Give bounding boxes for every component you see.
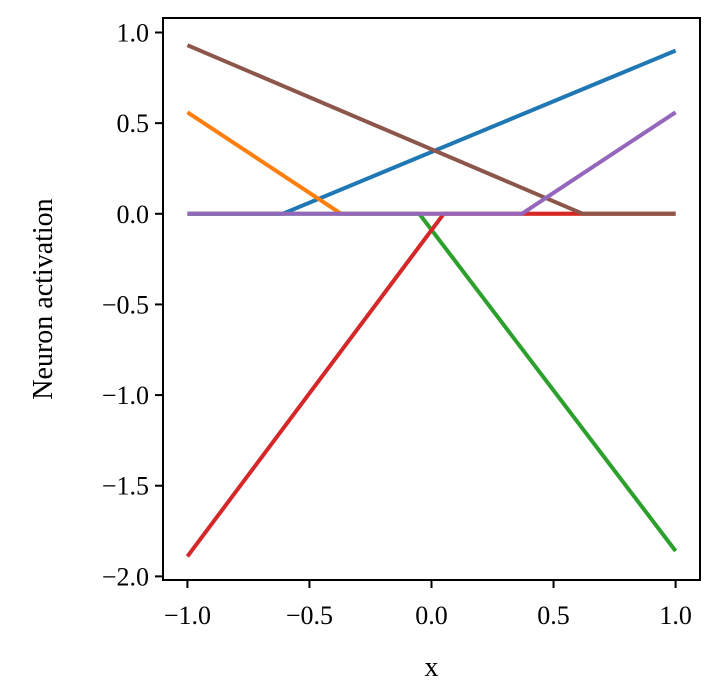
x-axis-ticks: −1.0 −0.5 0.0 0.5 1.0: [164, 580, 692, 630]
y-tick-label: 0.0: [117, 200, 150, 229]
x-tick-label: 0.0: [415, 601, 448, 630]
x-tick-label: 1.0: [659, 601, 692, 630]
series-line-6: [187, 110, 677, 216]
y-axis-label: Neuron activation: [28, 198, 59, 399]
y-tick-label: −1.0: [102, 381, 149, 410]
y-axis-ticks: 1.0 0.5 0.0 −0.5 −1.0 −1.5 −2.0: [102, 19, 163, 591]
series-line-4: [185, 211, 676, 558]
y-tick-label: 1.0: [117, 19, 150, 48]
y-tick-label: −1.5: [102, 472, 149, 501]
y-tick-label: −0.5: [102, 290, 149, 319]
x-tick-label: −0.5: [286, 601, 333, 630]
x-tick-label: 0.5: [537, 601, 570, 630]
series-line-5: [186, 43, 676, 216]
x-axis-label: x: [425, 652, 439, 683]
x-tick-label: −1.0: [164, 601, 211, 630]
y-tick-label: −2.0: [102, 562, 149, 591]
y-tick-label: 0.5: [117, 109, 150, 138]
series-line-2: [186, 110, 676, 216]
plot-area: [185, 43, 678, 558]
series-line-3: [187, 211, 678, 553]
axes-frame: [162, 17, 701, 581]
